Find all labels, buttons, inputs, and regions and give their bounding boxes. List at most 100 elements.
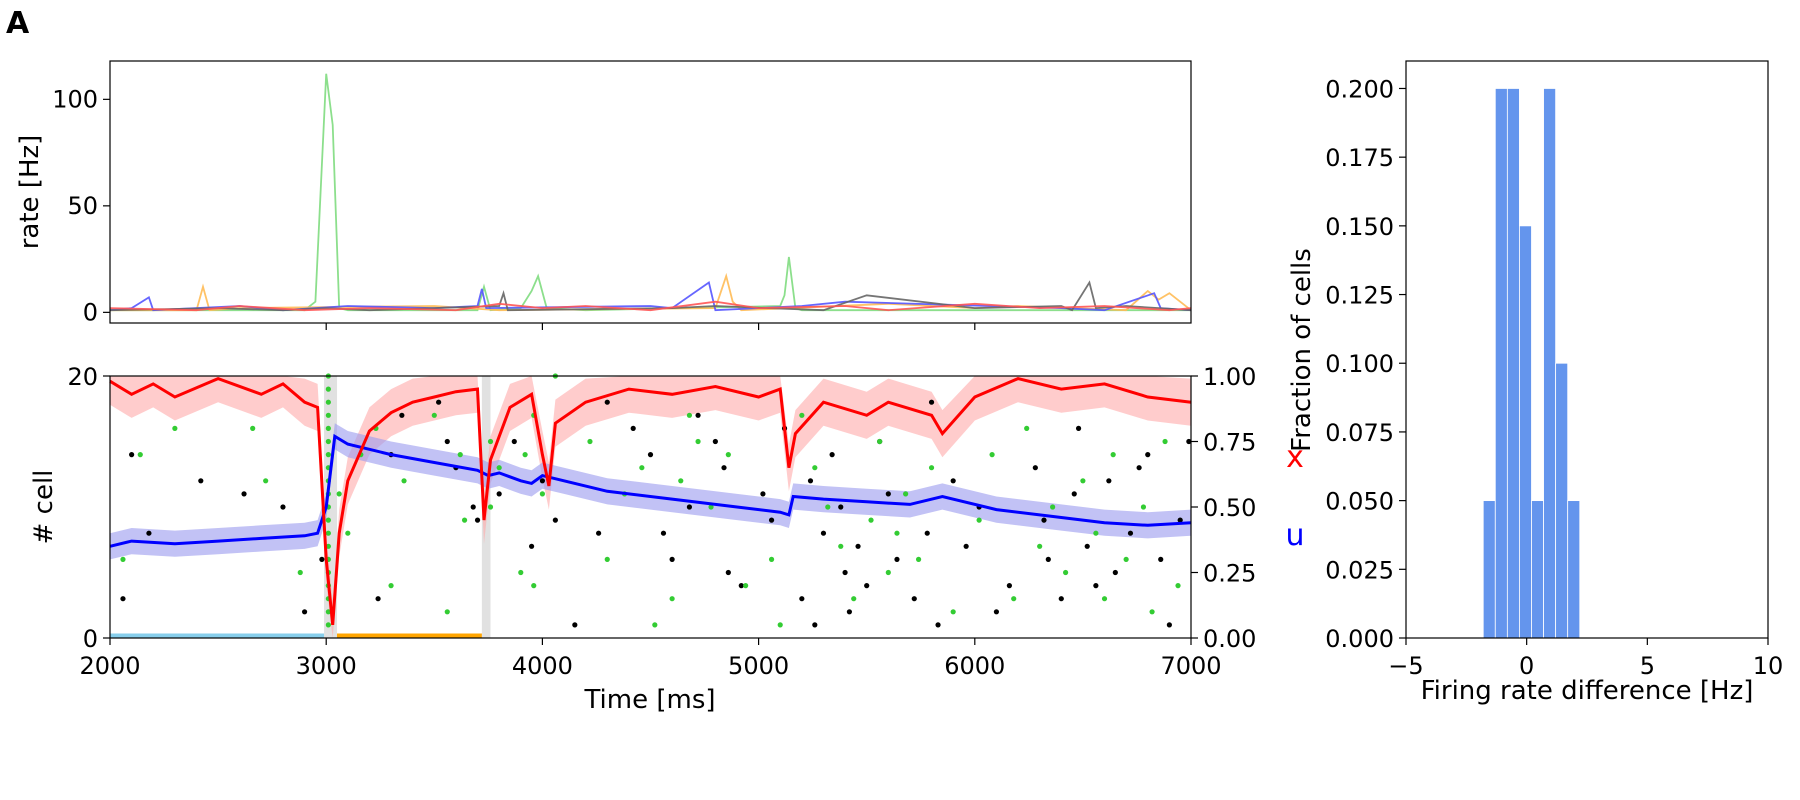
spike-dot-green <box>1123 556 1129 563</box>
spike-dot-black <box>695 412 701 418</box>
spike-dot-green <box>669 596 675 602</box>
histogram-bar <box>1567 500 1581 639</box>
spike-dot-green <box>325 425 331 431</box>
spike-dot-green <box>777 622 783 628</box>
raster-xtick-label: 5000 <box>728 652 789 680</box>
spike-dot-black <box>1084 543 1090 549</box>
spike-dot-black <box>760 491 766 497</box>
spike-dot-green <box>522 452 528 458</box>
spike-dot-black <box>950 478 956 484</box>
histogram-bar <box>1506 88 1520 639</box>
spike-dot-black <box>807 478 814 484</box>
spike-dot-green <box>137 452 143 458</box>
spike-dot-black <box>894 556 900 563</box>
spike-dot-black <box>539 478 546 484</box>
spike-dot-black <box>1058 596 1064 602</box>
spike-dot-green <box>325 517 331 523</box>
histogram-ytick-label: 0.175 <box>1325 144 1394 172</box>
raster-xtick-label: 7000 <box>1160 652 1221 680</box>
rate-series-line-0 <box>110 73 1191 312</box>
spike-dot-black <box>1075 425 1082 431</box>
spike-dot-black <box>721 465 727 471</box>
raster-content <box>109 373 1192 639</box>
spike-dot-green <box>518 569 524 576</box>
raster-xtick-label: 6000 <box>944 652 1005 680</box>
spike-dot-black <box>198 478 204 484</box>
histogram-xlabel: Firing rate difference [Hz] <box>1421 676 1754 706</box>
u-utilization-label: u <box>1285 518 1304 553</box>
spike-dot-black <box>596 530 602 536</box>
spike-dot-green <box>989 452 995 458</box>
spike-dot-black <box>301 609 308 615</box>
histogram-panel: 0.000 0.025 0.050 0.075 0.100 0.125 0.150 0.175… <box>1287 60 1783 706</box>
spike-dot-black <box>280 504 286 510</box>
spike-dot-black <box>1112 569 1118 576</box>
raster-y2tick-label: 0.50 <box>1203 494 1256 522</box>
rate-series-line-3 <box>109 280 1192 312</box>
spike-dot-green <box>1101 596 1108 602</box>
spike-dot-black <box>1106 478 1112 484</box>
raster-xtick-label: 4000 <box>512 652 573 680</box>
histogram-ytick-label: 0.125 <box>1325 282 1394 310</box>
spike-dot-green <box>1162 438 1168 445</box>
spike-dot-black <box>660 530 667 536</box>
spike-dot-black <box>820 530 827 536</box>
raster-y2tick-label: 0.75 <box>1203 429 1256 457</box>
histogram-bars <box>1482 88 1581 639</box>
rate-series-group <box>109 73 1192 312</box>
spike-dot-green <box>1024 425 1030 431</box>
spike-dot-green <box>444 609 450 615</box>
spike-dot-green <box>297 569 303 576</box>
histogram-ytick-label: 0.000 <box>1325 625 1394 653</box>
spike-dot-black <box>1045 556 1051 563</box>
spike-dot-black <box>1006 583 1012 589</box>
raster-y2tick-label: 0.00 <box>1203 625 1256 653</box>
spike-dot-black <box>928 399 935 405</box>
spike-dot-green <box>325 399 331 405</box>
histogram-ytick-label: 0.025 <box>1325 556 1394 584</box>
spike-dot-black <box>855 543 861 549</box>
spike-dot-green <box>825 504 831 510</box>
histogram-ytick-label: 0.150 <box>1325 213 1394 241</box>
spike-dot-black <box>838 504 844 510</box>
spike-dot-green <box>431 412 437 418</box>
raster-ytick-label: 0 <box>83 625 98 653</box>
spike-dot-green <box>1037 543 1043 549</box>
spike-dot-green <box>894 530 900 536</box>
spike-dot-black <box>712 438 718 445</box>
spike-dot-black <box>725 569 731 576</box>
spike-dot-green <box>487 504 494 510</box>
spike-dot-black <box>738 583 744 589</box>
spike-dot-black <box>470 504 476 510</box>
spike-dot-black <box>647 452 654 458</box>
histogram-ytick-label: 0.100 <box>1325 350 1394 378</box>
spike-dot-green <box>708 504 714 510</box>
spike-dot-green <box>812 465 818 471</box>
spike-dot-black <box>1177 517 1183 523</box>
spike-dot-black <box>496 491 502 497</box>
raster-ytick-label: 20 <box>67 363 98 391</box>
spike-dot-green <box>903 491 909 497</box>
rate-panel: 0 50 100 rate [Hz] <box>15 60 1192 330</box>
histogram-ytick-label: 0.200 <box>1325 75 1394 103</box>
spike-dot-green <box>1149 609 1155 615</box>
x-resource-line <box>109 376 1192 626</box>
spike-dot-green <box>695 438 701 445</box>
spike-dot-black <box>604 399 610 405</box>
spike-dot-black <box>1041 517 1047 523</box>
u-utilization-line <box>109 433 1192 548</box>
spike-dot-green <box>928 465 935 471</box>
spike-dot-black <box>1032 465 1038 471</box>
spike-dot-black <box>1093 583 1099 589</box>
spike-dot-green <box>325 622 331 628</box>
spike-dot-black <box>885 491 891 497</box>
spike-dot-green <box>1011 596 1017 602</box>
rate-ytick-label: 50 <box>67 192 98 220</box>
histogram-ticks: 0.000 0.025 0.050 0.075 0.100 0.125 0.150 0.175… <box>1325 75 1783 680</box>
spike-dot-black <box>669 556 675 563</box>
spike-dot-green <box>604 556 610 563</box>
spike-dot-green <box>639 465 645 471</box>
x-resource-label: x <box>1286 440 1304 475</box>
spike-dot-green <box>325 543 331 549</box>
spike-dot-green <box>531 583 537 589</box>
